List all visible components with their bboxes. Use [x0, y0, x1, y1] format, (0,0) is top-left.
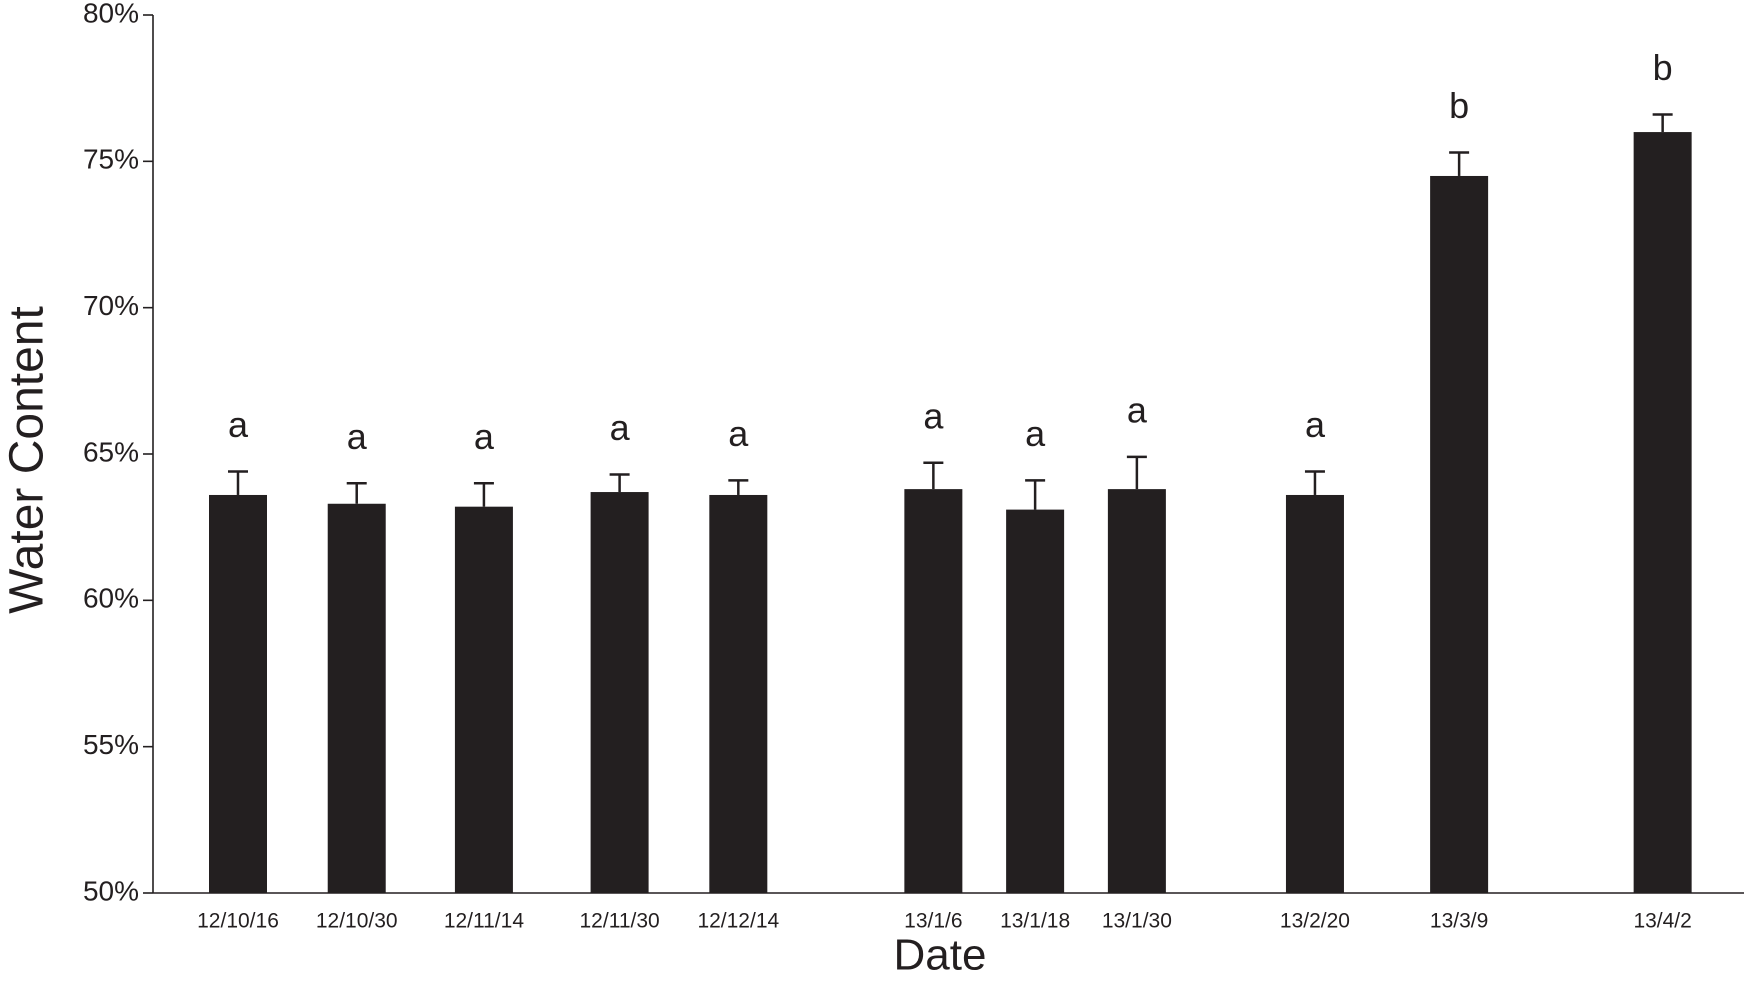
y-tick-label: 50% — [83, 875, 139, 906]
y-tick-label: 60% — [83, 583, 139, 614]
x-tick-label: 13/1/30 — [1102, 910, 1172, 933]
bar — [1107, 489, 1166, 893]
group-letter: a — [610, 407, 631, 448]
x-tick-label: 12/11/14 — [444, 910, 525, 933]
x-tick-label: 13/4/2 — [1633, 910, 1691, 933]
y-tick-label: 75% — [83, 144, 139, 175]
bar — [454, 506, 513, 893]
y-tick-label: 70% — [83, 290, 139, 321]
x-tick-label: 12/10/30 — [316, 910, 398, 933]
bar — [1285, 494, 1344, 893]
x-tick-label: 13/1/18 — [1000, 910, 1070, 933]
bar — [1430, 175, 1489, 893]
group-letter: a — [1127, 389, 1148, 430]
bar — [1006, 509, 1065, 893]
x-axis-title: Date — [894, 931, 987, 980]
group-letter: a — [1305, 404, 1326, 445]
y-tick-label: 65% — [83, 436, 139, 467]
x-tick-label: 13/2/20 — [1280, 910, 1350, 933]
y-tick-label: 55% — [83, 729, 139, 760]
bar — [327, 503, 386, 893]
group-letter: a — [923, 395, 944, 436]
group-letter: b — [1653, 47, 1673, 88]
bar — [904, 489, 963, 893]
y-tick-label: 80% — [83, 0, 139, 28]
group-letter: a — [728, 413, 749, 454]
bar — [590, 492, 649, 893]
bar — [709, 494, 768, 893]
group-letter: b — [1449, 85, 1469, 126]
x-tick-label: 13/1/6 — [904, 910, 962, 933]
x-tick-label: 12/12/14 — [697, 910, 779, 933]
group-letter: a — [1025, 413, 1046, 454]
y-axis-title: Water Content — [1, 306, 54, 614]
bar — [1633, 132, 1692, 894]
x-tick-label: 12/11/30 — [580, 910, 660, 933]
x-tick-label: 13/3/9 — [1430, 910, 1488, 933]
group-letter: a — [228, 404, 249, 445]
group-letter: a — [347, 416, 368, 457]
group-letter: a — [474, 416, 495, 457]
x-tick-label: 12/10/16 — [197, 910, 279, 933]
bar — [209, 494, 267, 893]
